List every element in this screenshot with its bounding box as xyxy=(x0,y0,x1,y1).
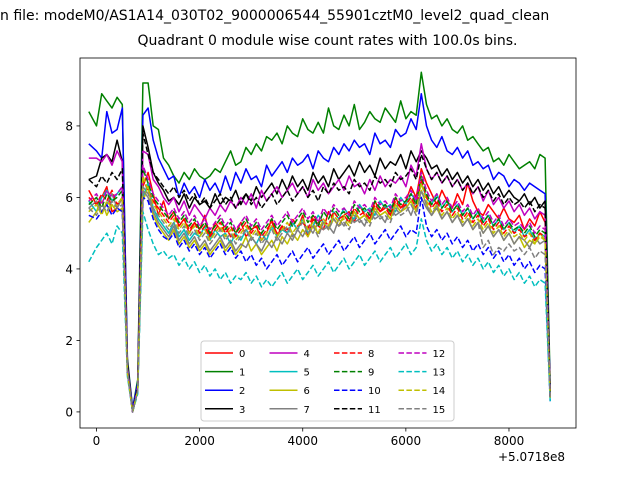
legend-label-9: 9 xyxy=(368,368,374,379)
series-line-12 xyxy=(88,164,551,413)
series-line-2 xyxy=(88,92,551,410)
series-line-1 xyxy=(88,71,551,410)
axes-frame xyxy=(79,57,577,429)
x-tick-label: 4000 xyxy=(287,434,318,448)
y-tick-label: 4 xyxy=(65,262,73,276)
legend-label-7: 7 xyxy=(304,405,310,416)
x-tick-label: 8000 xyxy=(494,434,525,448)
plot-series-group xyxy=(88,71,551,413)
series-line-14 xyxy=(88,175,551,413)
x-axis-offset-label: +5.0718e8 xyxy=(498,450,566,464)
legend-label-12: 12 xyxy=(433,349,446,360)
figure-suptitle: n file: modeM0/AS1A14_030T02_9000006544_… xyxy=(0,8,550,24)
axis-ticks: 0 2000 4000 6000 8000 0 2 4 6 8 xyxy=(65,119,524,448)
chart-title: Quadrant 0 module wise count rates with … xyxy=(137,33,518,49)
plot-area-border xyxy=(79,57,577,429)
series-line-3 xyxy=(88,125,551,413)
legend-label-6: 6 xyxy=(304,386,310,397)
x-tick-label: 2000 xyxy=(184,434,215,448)
series-line-11 xyxy=(88,132,551,413)
legend-label-2: 2 xyxy=(239,386,245,397)
series-line-15 xyxy=(88,185,551,413)
x-tick-label: 6000 xyxy=(391,434,422,448)
y-tick-label: 6 xyxy=(65,191,73,205)
legend-label-11: 11 xyxy=(368,405,381,416)
legend-label-4: 4 xyxy=(304,349,310,360)
x-tick-label: 0 xyxy=(93,434,101,448)
legend-label-5: 5 xyxy=(304,368,310,379)
legend-label-0: 0 xyxy=(239,349,245,360)
series-line-9 xyxy=(88,168,551,413)
legend-label-10: 10 xyxy=(368,386,381,397)
series-line-13 xyxy=(88,210,551,413)
series-line-8 xyxy=(88,178,551,413)
legend-label-3: 3 xyxy=(239,405,245,416)
y-tick-label: 8 xyxy=(65,119,73,133)
legend-label-15: 15 xyxy=(433,405,446,416)
legend-box xyxy=(200,340,455,422)
legend-label-8: 8 xyxy=(368,349,374,360)
legend-label-14: 14 xyxy=(433,386,446,397)
y-tick-label: 2 xyxy=(65,334,73,348)
y-tick-label: 0 xyxy=(65,405,73,419)
legend-label-13: 13 xyxy=(433,368,446,379)
series-line-10 xyxy=(88,196,551,413)
legend-label-1: 1 xyxy=(239,368,245,379)
